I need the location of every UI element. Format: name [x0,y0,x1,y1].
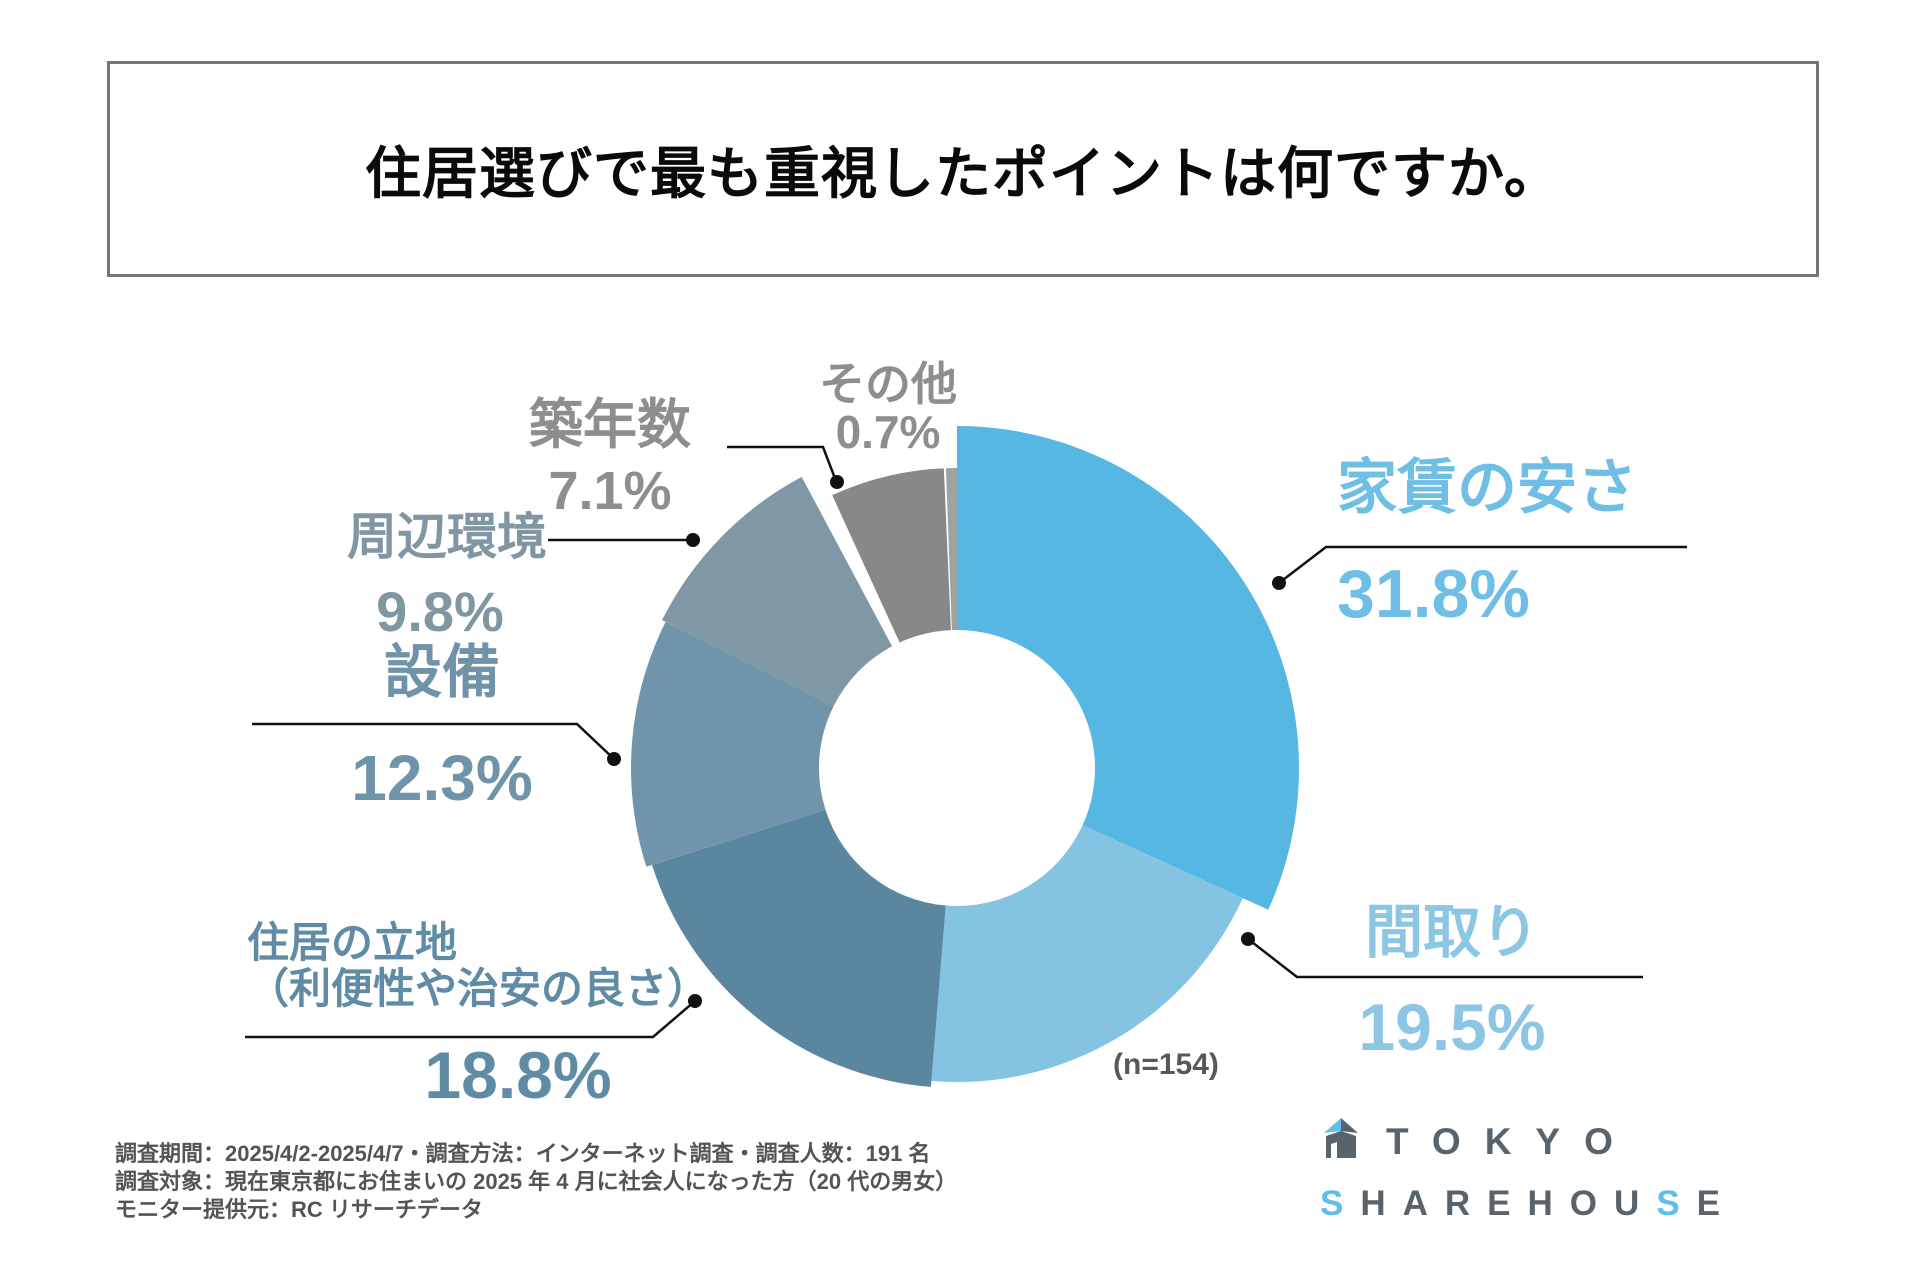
logo-letters-mid: HAREHOU [1360,1184,1657,1223]
leader-dot [1241,932,1255,946]
slice-間取り [931,825,1243,1082]
label-rent: 家賃の安さ [1337,454,1637,521]
survey-note-line: モニター提供元：RC リサーチデータ [115,1197,483,1222]
logo-letter-e: E [1696,1184,1738,1223]
leader-line [727,445,838,482]
leader-line [245,1000,696,1039]
label-facilities-pct: 12.3% [351,742,533,814]
leader-line [1278,545,1687,584]
label-facilities: 設備 [383,640,501,705]
slice-住居の立地 [652,809,946,1087]
sample-size-label: (n=154) [1113,1048,1219,1081]
label-floorplan: 間取り [1364,900,1540,965]
label-rent-pct: 31.8% [1337,556,1530,632]
logo: TOKYO [1322,1118,1637,1165]
label-location-sub: （利便性や治安の良さ） [247,965,710,1012]
label-building-age: 築年数 [529,395,691,455]
donut-slices [631,426,1299,1087]
slice-周辺環境 [662,476,893,707]
leader-dot [686,533,700,547]
leader-dot [607,752,621,766]
leader-line [252,722,615,760]
label-environment: 周辺環境 [347,509,547,565]
leader-line [1247,938,1643,979]
sharehouse-roof-icon [1322,1118,1360,1165]
label-other: その他 [819,358,957,410]
chart-title: 住居選びで最も重視したポイントは何ですか。 [365,141,1561,205]
label-other-pct: 0.7% [835,406,941,458]
label-building-age-pct: 7.1% [548,461,672,521]
label-location-pct: 18.8% [424,1038,612,1112]
leader-lines [245,445,1687,1039]
chart-title-box: 住居選びで最も重視したポイントは何ですか。 [107,61,1819,277]
leader-dot [830,475,844,489]
logo-letter-s1: S [1320,1184,1361,1223]
slice-家賃の安さ [957,426,1299,910]
survey-note-line: 調査対象：現在東京都にお住まいの 2025 年 4 月に社会人になった方（20 … [115,1169,958,1194]
slice-設備 [631,621,834,867]
slice-その他 [945,468,957,631]
survey-notes: 調査期間：2025/4/2-2025/4/7・調査方法：インターネット調査・調査… [115,1140,957,1224]
survey-note-line: 調査期間：2025/4/2-2025/4/7・調査方法：インターネット調査・調査… [115,1141,931,1166]
logo-letter-s2: S [1656,1184,1697,1223]
label-environment-pct: 9.8% [376,580,504,643]
label-location: 住居の立地 [247,919,458,966]
logo-tokyo-text: TOKYO [1386,1120,1637,1162]
leader-dot [1272,576,1286,590]
logo-sharehouse-text: SHAREHOUSE [1320,1184,1737,1224]
slice-築年数 [832,468,951,643]
leader-dot [688,994,702,1008]
label-floorplan-pct: 19.5% [1358,990,1546,1064]
